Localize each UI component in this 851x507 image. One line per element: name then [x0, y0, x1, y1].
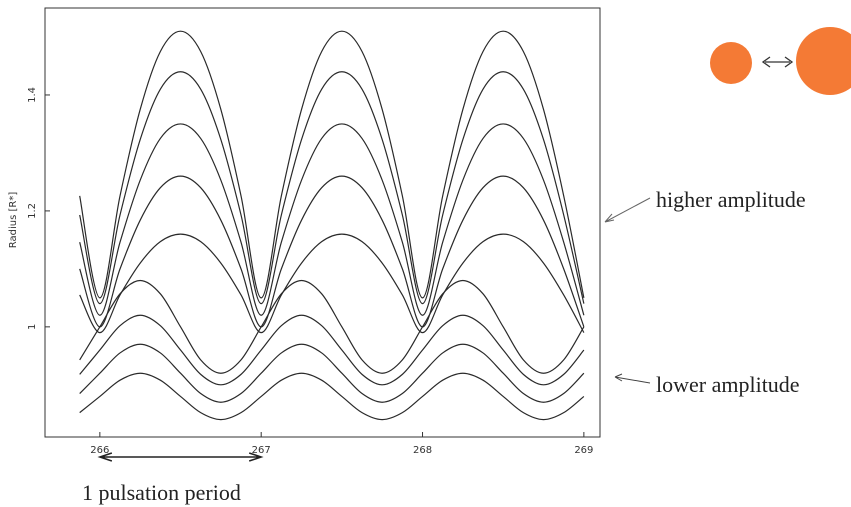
series-line — [79, 343, 585, 403]
period-arrow — [97, 452, 264, 462]
annotation: 1 pulsation period — [82, 480, 241, 505]
y-axis-label: Radius [R*] — [8, 192, 19, 249]
annotation-arrow — [614, 373, 651, 384]
series-line — [79, 279, 585, 374]
series-line — [79, 314, 585, 386]
series-line — [79, 175, 585, 328]
y-tick-label: 1 — [27, 324, 38, 330]
plot-frame — [44, 7, 601, 438]
x-tick-label: 268 — [413, 445, 432, 456]
small-star — [710, 42, 752, 84]
series-line — [79, 71, 585, 305]
x-tick-label: 269 — [574, 445, 593, 456]
x-tick-label: 266 — [90, 445, 109, 456]
double-arrow — [761, 56, 794, 68]
large-star — [796, 27, 851, 95]
annotation-arrow — [604, 197, 651, 223]
series-line — [79, 372, 585, 421]
y-tick-label: 1.4 — [27, 87, 38, 103]
annotation: lower amplitude — [656, 372, 800, 397]
x-tick-label: 267 — [252, 445, 271, 456]
y-tick-label: 1.2 — [27, 203, 38, 219]
series-line — [79, 233, 585, 334]
series-line — [79, 30, 585, 299]
series-line — [79, 123, 585, 316]
annotation: higher amplitude — [656, 187, 806, 212]
